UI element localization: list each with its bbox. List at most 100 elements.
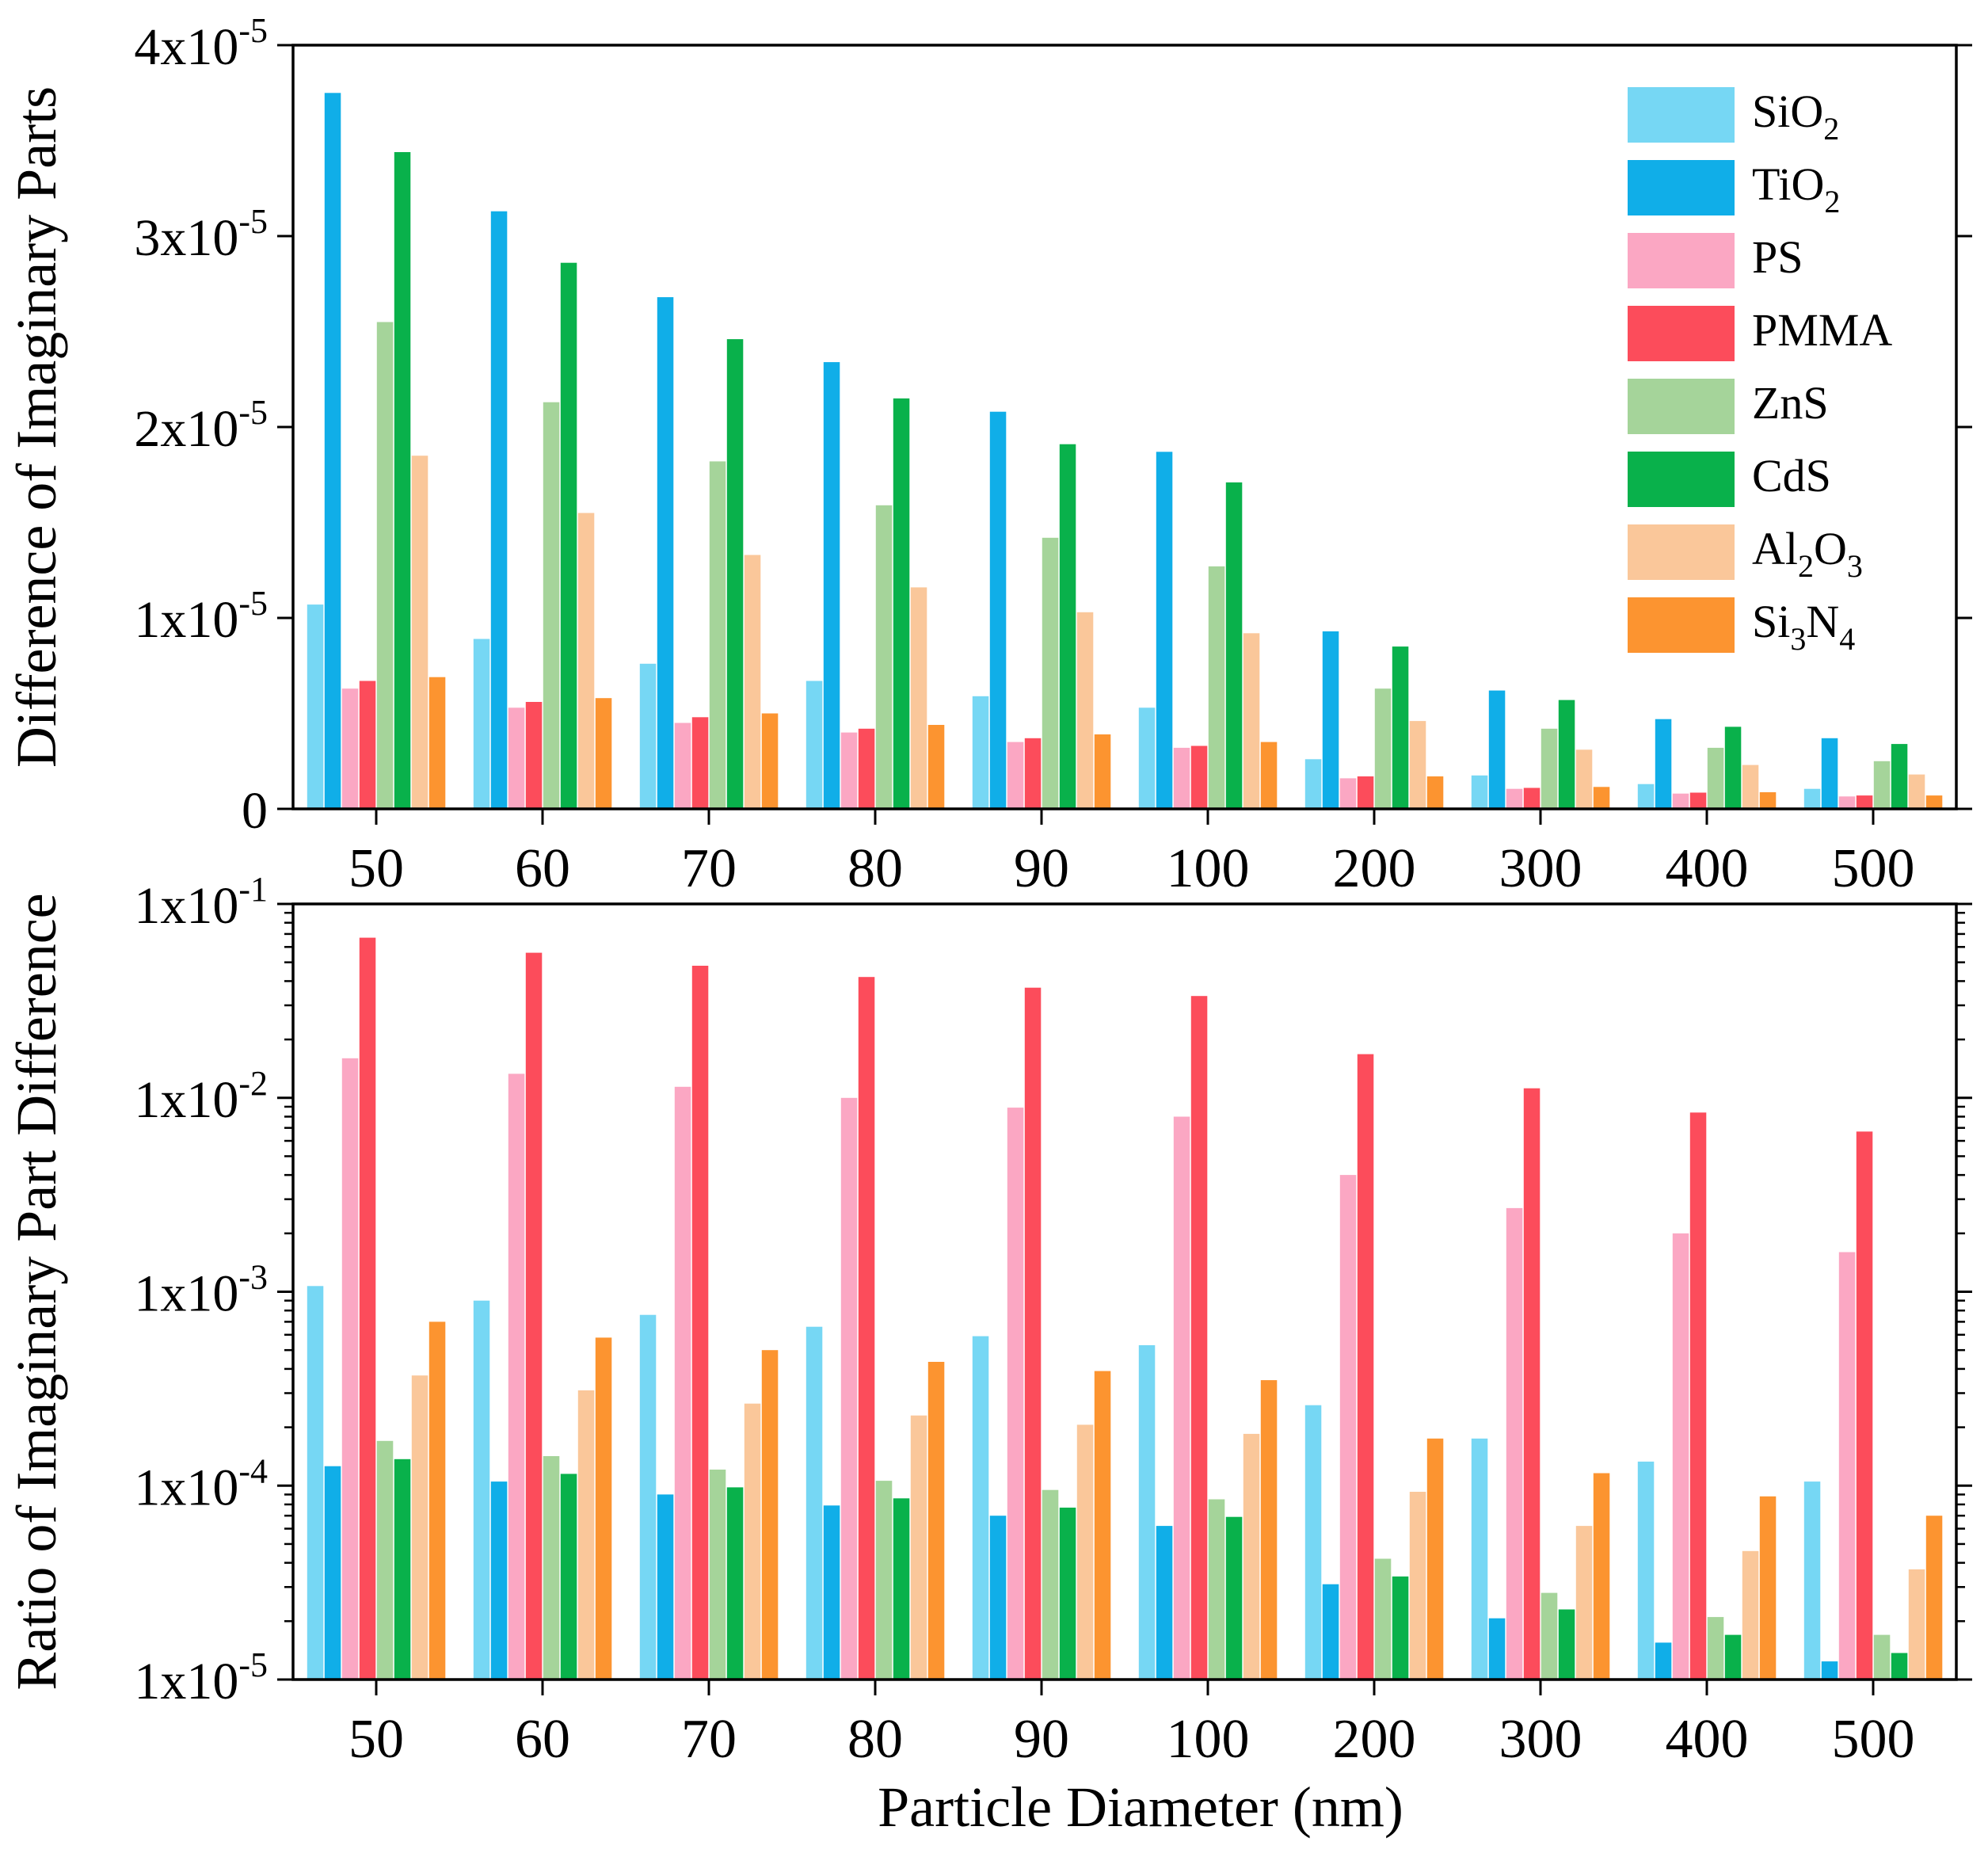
panel1-bar-sio2-60 xyxy=(473,639,490,809)
panel2-bar-sio2-300 xyxy=(1471,1438,1488,1680)
panel2-bar-cds-80 xyxy=(893,1498,910,1680)
panel1-bar-si3n4-90 xyxy=(1094,734,1111,809)
panel1-bar-sio2-80 xyxy=(805,681,823,809)
panel2-bar-al2o3-200 xyxy=(1409,1492,1426,1680)
panel2-bar-pmma-80 xyxy=(858,977,875,1680)
panel1-bar-zns-400 xyxy=(1707,747,1724,809)
panel1-bar-pmma-60 xyxy=(525,702,543,809)
panel2-bar-al2o3-70 xyxy=(744,1403,761,1680)
panel2-bar-ps-60 xyxy=(508,1073,525,1680)
panel1-bar-tio2-60 xyxy=(490,211,508,809)
panel2-y-tick-label: 1x10-4 xyxy=(134,1451,268,1516)
panel2-y-tick-label: 1x10-1 xyxy=(134,870,268,935)
panel1-bar-zns-200 xyxy=(1374,688,1392,809)
legend-swatch-ps xyxy=(1628,233,1735,288)
panel1-x-tick-label: 80 xyxy=(847,838,903,899)
panel1-bar-pmma-100 xyxy=(1190,745,1208,809)
panel2-bar-si3n4-90 xyxy=(1094,1371,1111,1680)
panel2-bar-pmma-200 xyxy=(1357,1054,1374,1680)
panel1-bar-cds-60 xyxy=(560,262,577,809)
legend-swatch-sio2 xyxy=(1628,87,1735,143)
panel2-x-tick-label: 70 xyxy=(681,1709,737,1770)
panel1-bar-cds-500 xyxy=(1891,744,1908,809)
panel2-bar-tio2-500 xyxy=(1821,1661,1838,1680)
panel1-bar-si3n4-80 xyxy=(927,725,945,809)
panel1-bar-zns-60 xyxy=(543,402,560,809)
panel1-x-tick-label: 300 xyxy=(1499,838,1582,899)
panel1-x-tick-label: 200 xyxy=(1333,838,1416,899)
legend-label-ps: PS xyxy=(1752,231,1803,283)
panel2-bar-al2o3-90 xyxy=(1076,1424,1094,1680)
panel1-bar-al2o3-200 xyxy=(1409,721,1426,809)
panel1-bar-pmma-50 xyxy=(359,681,376,809)
panel2-bar-ps-80 xyxy=(840,1097,858,1680)
panel1-bar-sio2-500 xyxy=(1803,788,1821,809)
legend-label-tio2: TiO2 xyxy=(1752,158,1840,219)
panel2-bar-ps-70 xyxy=(674,1086,691,1680)
legend-swatch-pmma xyxy=(1628,306,1735,361)
panel2-bar-cds-70 xyxy=(726,1487,744,1680)
panel2-bar-al2o3-80 xyxy=(910,1415,927,1680)
panel2-bar-sio2-50 xyxy=(307,1286,324,1680)
panel2-bar-tio2-60 xyxy=(490,1481,508,1680)
panel1-bar-pmma-400 xyxy=(1689,792,1707,809)
panel2-x-tick-label: 300 xyxy=(1499,1709,1582,1770)
panel2-bar-zns-50 xyxy=(376,1440,394,1680)
panel2-bar-si3n4-500 xyxy=(1925,1516,1943,1680)
panel2-bar-ps-500 xyxy=(1838,1252,1856,1680)
panel2-bar-tio2-100 xyxy=(1156,1526,1173,1680)
panel2-bar-pmma-60 xyxy=(525,952,543,1680)
panel1-x-tick-label: 100 xyxy=(1167,838,1250,899)
panel2-bar-ps-300 xyxy=(1506,1207,1523,1680)
panel1-x-tick-label: 90 xyxy=(1014,838,1069,899)
panel1-bar-si3n4-50 xyxy=(428,677,446,809)
panel2-bar-pmma-50 xyxy=(359,937,376,1680)
panel2-bar-tio2-70 xyxy=(657,1494,674,1680)
panel2-y-tick-label: 1x10-5 xyxy=(134,1645,268,1710)
panel2-x-axis-title: Particle Diameter (nm) xyxy=(878,1775,1403,1839)
panel1-bar-zns-90 xyxy=(1042,537,1059,809)
panel2-bar-si3n4-80 xyxy=(927,1362,945,1680)
panel2-bar-ps-200 xyxy=(1339,1175,1357,1680)
panel1-bar-si3n4-300 xyxy=(1593,787,1610,809)
panel1-bar-tio2-50 xyxy=(324,93,341,810)
legend-label-sio2: SiO2 xyxy=(1752,86,1839,147)
panel2-bar-cds-100 xyxy=(1225,1516,1243,1680)
panel2-bar-pmma-70 xyxy=(691,966,709,1680)
panel2-bar-al2o3-300 xyxy=(1575,1526,1593,1680)
panel2-x-tick-label: 50 xyxy=(348,1709,404,1770)
panel1-bar-tio2-500 xyxy=(1821,738,1838,809)
panel1-x-tick-label: 60 xyxy=(515,838,570,899)
panel1-bar-sio2-70 xyxy=(639,663,657,809)
legend-swatch-cds xyxy=(1628,452,1735,507)
panel2-bar-cds-60 xyxy=(560,1474,577,1680)
panel2-bar-zns-90 xyxy=(1042,1489,1059,1680)
panel1-bar-ps-200 xyxy=(1339,778,1357,809)
panel2-bar-zns-300 xyxy=(1541,1592,1558,1680)
panel2-bar-al2o3-400 xyxy=(1742,1550,1759,1680)
panel1-bar-sio2-200 xyxy=(1304,759,1322,809)
panel1-bar-cds-90 xyxy=(1059,444,1076,809)
panel1-bar-sio2-90 xyxy=(972,696,989,809)
panel1-bar-tio2-90 xyxy=(989,411,1007,809)
panel2-x-tick-label: 80 xyxy=(847,1709,903,1770)
panel2-bar-si3n4-200 xyxy=(1426,1438,1444,1680)
panel2-bar-sio2-90 xyxy=(972,1336,989,1680)
panel2-bar-ps-400 xyxy=(1672,1233,1689,1680)
legend-label-pmma: PMMA xyxy=(1752,304,1892,356)
panel1-bar-zns-300 xyxy=(1541,728,1558,809)
panel1-bar-tio2-300 xyxy=(1488,690,1506,809)
panel2-x-tick-label: 500 xyxy=(1832,1709,1915,1770)
legend-label-al2o3: Al2O3 xyxy=(1752,523,1863,584)
panel2-bar-sio2-100 xyxy=(1138,1345,1156,1680)
panel2-bar-zns-80 xyxy=(875,1481,893,1680)
panel1-bar-ps-90 xyxy=(1007,742,1024,809)
panel1-bar-sio2-100 xyxy=(1138,707,1156,809)
panel2-bar-sio2-400 xyxy=(1637,1461,1655,1680)
panel1-bar-tio2-400 xyxy=(1655,719,1672,809)
panel1-chart: 50 60 70 80 90 100 200 300 400 500 0 1x10-5 2x10-5 3x… xyxy=(5,11,1972,899)
panel1-bar-tio2-200 xyxy=(1322,631,1339,809)
panel2-x-tick-label: 400 xyxy=(1666,1709,1749,1770)
panel1-bar-al2o3-50 xyxy=(411,456,428,809)
panel1-bar-cds-100 xyxy=(1225,482,1243,809)
